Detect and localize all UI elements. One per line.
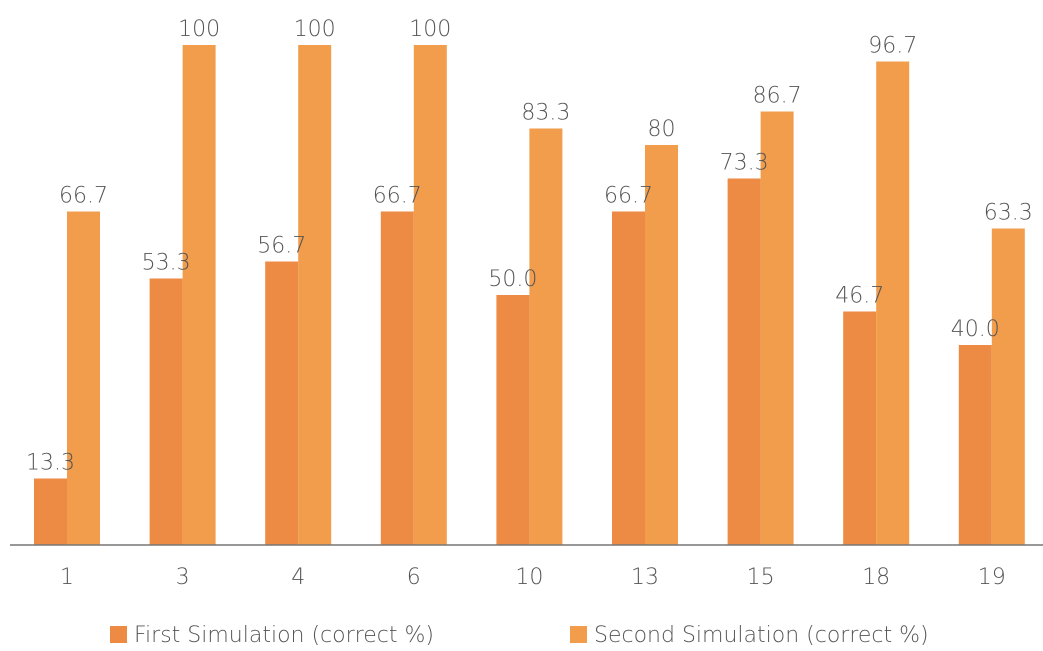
legend-swatch-series-2 [570, 626, 587, 643]
x-tick-label-4: 4 [291, 565, 305, 590]
bar-series-1-cat-15 [727, 178, 761, 545]
x-tick-labels-group: 1 3 4 6 10 13 15 18 19 [60, 565, 1006, 590]
data-label-series-1-cat-1: 13.3 [26, 451, 75, 476]
data-label-series-1-cat-19: 40.0 [951, 317, 1000, 342]
legend: First Simulation (correct %) Second Simul… [110, 623, 929, 648]
bar-series-2-cat-1 [67, 211, 100, 545]
data-label-series-1-cat-6: 66.7 [373, 184, 422, 209]
data-label-series-2-cat-4: 100 [294, 17, 336, 42]
bar-series-2-cat-15 [760, 111, 794, 545]
bar-series-2-cat-3 [182, 45, 216, 545]
bar-series-1-cat-6 [380, 211, 414, 545]
data-label-series-1-cat-13: 66.7 [604, 184, 653, 209]
x-tick-label-1: 1 [60, 565, 74, 590]
bar-series-2-cat-6 [413, 45, 447, 545]
data-label-series-2-cat-3: 100 [178, 17, 220, 42]
data-label-series-2-cat-19: 63.3 [984, 201, 1033, 226]
bar-series-1-cat-19 [958, 345, 992, 545]
x-tick-label-13: 13 [631, 565, 659, 590]
data-label-series-2-cat-10: 83.3 [521, 101, 570, 126]
data-label-series-1-cat-4: 56.7 [257, 234, 306, 259]
legend-label-series-2: Second Simulation (correct %) [594, 623, 929, 648]
bar-series-1-cat-18 [843, 311, 877, 545]
data-label-series-2-cat-1: 66.7 [59, 184, 108, 209]
data-label-series-1-cat-10: 50.0 [488, 267, 537, 292]
bar-series-2-cat-19 [991, 228, 1025, 545]
bar-series-1-cat-4 [265, 261, 299, 545]
bar-series-2-cat-18 [876, 61, 910, 545]
data-label-series-2-cat-6: 100 [409, 17, 451, 42]
bar-series-1-cat-3 [149, 278, 183, 545]
data-label-series-1-cat-3: 53.3 [142, 251, 191, 276]
bar-series-1-cat-13 [612, 211, 645, 545]
x-tick-label-18: 18 [862, 565, 890, 590]
bar-series-2-cat-13 [645, 145, 678, 545]
x-tick-label-3: 3 [176, 565, 190, 590]
data-labels-group: 13.3 66.7 53.3 100 56.7 100 66.7 100 50.0 83.3 66.… [26, 17, 1033, 476]
bar-series-1-cat-1 [34, 478, 67, 545]
data-label-series-2-cat-18: 96.7 [868, 34, 917, 59]
data-label-series-2-cat-13: 80 [648, 117, 676, 142]
x-tick-label-19: 19 [978, 565, 1006, 590]
bar-series-2-cat-10 [529, 128, 563, 545]
x-tick-label-10: 10 [515, 565, 543, 590]
legend-swatch-series-1 [110, 626, 127, 643]
bar-series-1-cat-10 [496, 295, 530, 545]
x-tick-label-15: 15 [747, 565, 775, 590]
data-label-series-1-cat-18: 46.7 [835, 284, 884, 309]
bar-series-2-cat-4 [298, 45, 332, 545]
bars-group [34, 45, 1025, 545]
data-label-series-2-cat-15: 86.7 [753, 84, 802, 109]
x-tick-label-6: 6 [407, 565, 421, 590]
legend-label-series-1: First Simulation (correct %) [134, 623, 434, 648]
data-label-series-1-cat-15: 73.3 [720, 151, 769, 176]
